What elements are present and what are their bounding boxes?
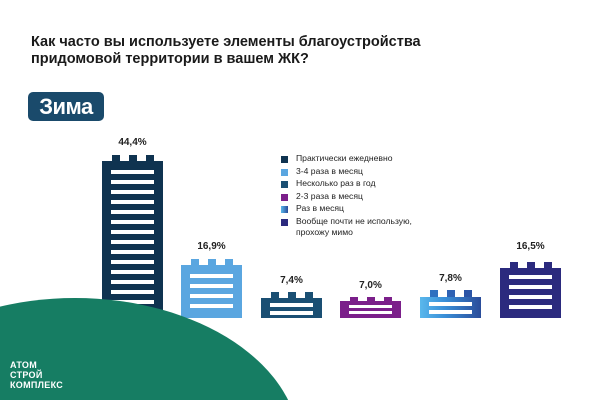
brand-logo-line: КОМПЛЕКС [10,380,64,390]
legend-swatch-icon [281,218,288,226]
brand-logo-line: СТРОЙ [10,370,43,380]
bar-2-3-per-month [340,297,401,318]
bar-value-label: 7,4% [280,275,303,286]
chart-title: Как часто вы используете элементы благоу… [31,34,421,67]
legend-item: Вообще почти не использую, прохожу мимо [281,216,441,239]
bar-once-per-month [420,290,481,318]
legend-label: 2-3 раза в месяц [296,190,363,201]
legend-swatch-icon [281,206,288,213]
legend-label: Вообще почти не использую, прохожу мимо [296,215,412,238]
brand-logo-line: АТОМ [10,360,38,370]
bar-value-label: 44,4% [118,137,147,148]
legend-item: Несколько раз в год [281,178,441,190]
bar-3-4-per-month [181,259,242,318]
legend-item: 2-3 раза в месяц [281,191,441,203]
legend-label: Раз в месяц [296,203,344,213]
legend-label: Несколько раз в год [296,178,376,188]
legend-label: 3-4 раза в месяц [296,165,363,176]
legend-swatch-icon [281,156,288,163]
legend-item: 3-4 раза в месяц [281,166,441,178]
legend-item: Практически ежедневно [281,153,441,165]
season-badge: Зима [28,92,104,121]
legend-item: Раз в месяц [281,203,441,215]
chart-legend: Практически ежедневно 3-4 раза в месяц Н… [281,153,441,240]
bar-daily [102,155,163,318]
legend-label: Практически ежедневно [296,153,393,163]
bar-value-label: 16,9% [197,241,226,252]
legend-swatch-icon [281,181,288,188]
legend-swatch-icon [281,168,288,176]
brand-logo: АТОМ СТРОЙ КОМПЛЕКС [10,360,63,390]
bar-value-label: 7,8% [439,273,462,284]
legend-swatch-icon [281,193,288,201]
bar-almost-never [500,262,561,318]
bar-few-per-year [261,292,322,318]
bar-value-label: 16,5% [516,241,545,252]
bar-value-label: 7,0% [359,280,382,291]
